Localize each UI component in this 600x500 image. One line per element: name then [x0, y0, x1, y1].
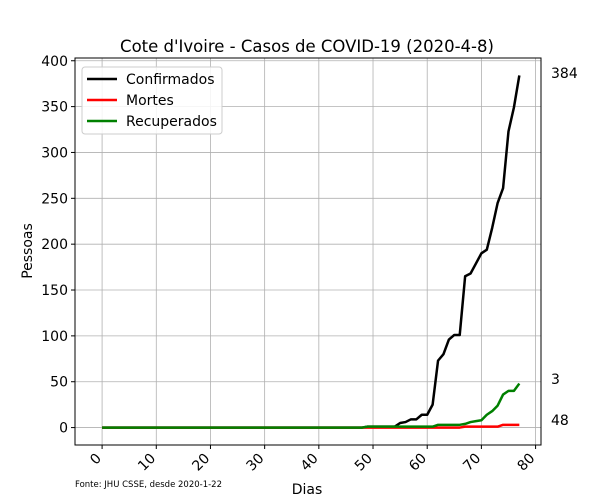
- y-tick-label: 0: [59, 421, 68, 437]
- y-tick-label: 250: [41, 191, 68, 207]
- end-label-mortes: 3: [551, 372, 560, 388]
- x-tick-label: 0: [87, 451, 105, 469]
- legend-label-recuperados: Recuperados: [126, 114, 217, 130]
- y-axis-label: Pessoas: [20, 223, 36, 279]
- chart-title: Cote d'Ivoire - Casos de COVID-19 (2020-…: [120, 37, 494, 56]
- y-tick-label: 100: [41, 329, 68, 345]
- legend-label-mortes: Mortes: [126, 93, 174, 109]
- y-tick-label: 150: [41, 283, 68, 299]
- y-tick-label: 350: [41, 100, 68, 116]
- y-tick-label: 400: [41, 54, 68, 70]
- plot-series: [102, 75, 521, 429]
- legend: Confirmados Mortes Recuperados: [81, 66, 223, 135]
- x-tick-label: 20: [189, 451, 213, 475]
- y-tick-label: 300: [41, 145, 68, 161]
- series-line-recuperados: [102, 382, 521, 429]
- plot-frame: [74, 57, 542, 446]
- x-tick-label: 40: [298, 451, 322, 475]
- x-tick-label: 60: [406, 451, 430, 475]
- legend-label-confirmados: Confirmados: [126, 72, 215, 88]
- source-note: Fonte: JHU CSSE, desde 2020-1-22: [75, 480, 222, 490]
- x-tick-label: 30: [244, 451, 268, 475]
- x-tick-label: 80: [514, 451, 538, 475]
- end-label-confirmados: 384: [551, 66, 578, 82]
- x-tick-label: 10: [135, 451, 159, 475]
- x-tick-label: 50: [352, 451, 376, 475]
- end-value-labels: 384 3 48: [551, 66, 578, 429]
- legend-box: [81, 66, 223, 135]
- y-tick-label: 200: [41, 237, 68, 253]
- end-label-recuperados: 48: [551, 413, 569, 429]
- x-tick-label: 70: [460, 451, 484, 475]
- x-axis-label: Dias: [292, 482, 323, 498]
- y-tick-label: 50: [50, 375, 68, 391]
